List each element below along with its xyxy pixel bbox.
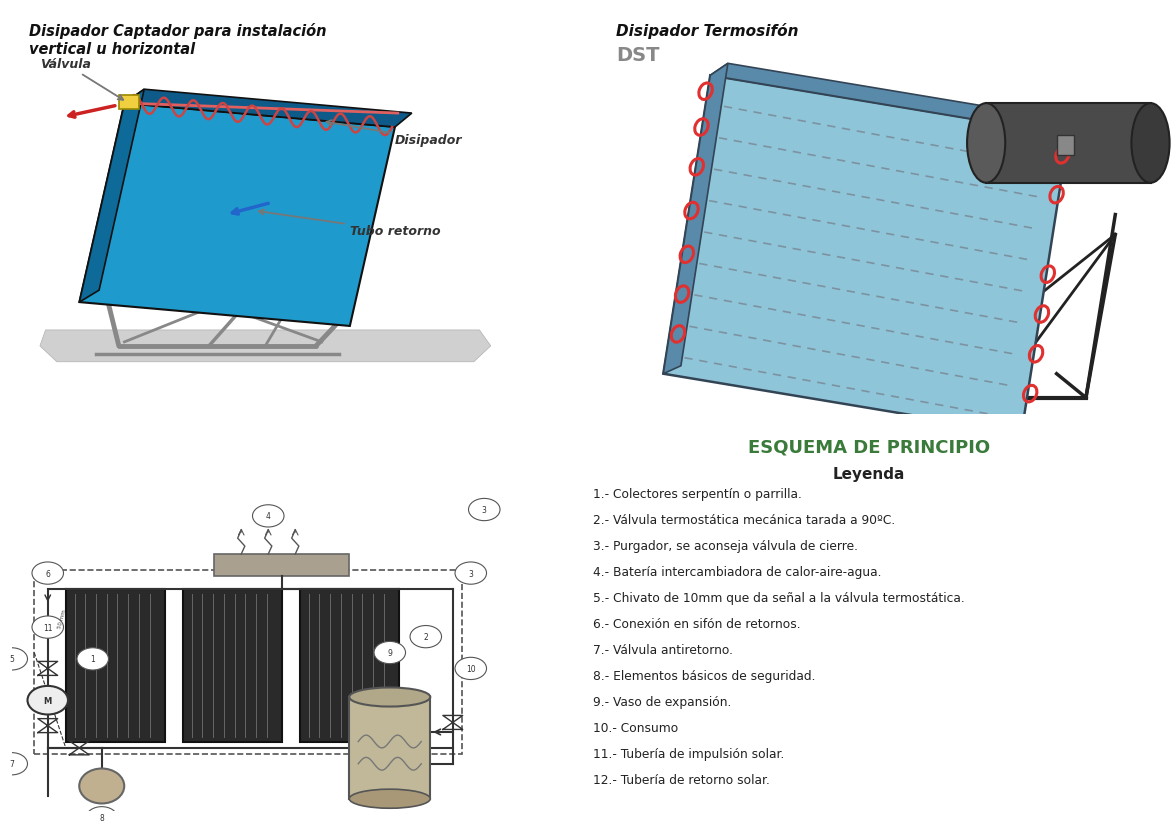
Text: Disipador: Disipador bbox=[326, 121, 463, 147]
Text: 9: 9 bbox=[387, 648, 392, 657]
Circle shape bbox=[27, 686, 68, 715]
Text: 3: 3 bbox=[481, 505, 487, 514]
Circle shape bbox=[456, 562, 486, 585]
Ellipse shape bbox=[350, 789, 431, 808]
Text: 4.- Batería intercambiadora de calor-aire-agua.: 4.- Batería intercambiadora de calor-air… bbox=[593, 566, 882, 579]
Ellipse shape bbox=[350, 687, 431, 707]
Bar bbox=[119, 96, 139, 110]
Circle shape bbox=[410, 626, 441, 648]
Circle shape bbox=[0, 753, 27, 775]
Ellipse shape bbox=[80, 768, 124, 803]
Circle shape bbox=[32, 562, 63, 585]
Text: 2: 2 bbox=[424, 633, 429, 642]
Text: 8: 8 bbox=[100, 813, 104, 822]
Text: 10: 10 bbox=[466, 664, 475, 673]
Text: Válvula: Válvula bbox=[40, 58, 123, 101]
Polygon shape bbox=[663, 76, 1068, 434]
Circle shape bbox=[468, 498, 500, 521]
Bar bbox=[350, 697, 431, 799]
Polygon shape bbox=[80, 104, 394, 326]
Text: M: M bbox=[43, 696, 52, 705]
Polygon shape bbox=[80, 90, 144, 303]
Bar bbox=[183, 590, 282, 742]
Text: 2.- Válvula termostática mecánica tarada a 90ºC.: 2.- Válvula termostática mecánica tarada… bbox=[593, 513, 895, 527]
Circle shape bbox=[456, 657, 486, 680]
Text: 9.- Vaso de expansión.: 9.- Vaso de expansión. bbox=[593, 695, 731, 708]
Text: 8.- Elementos básicos de seguridad.: 8.- Elementos básicos de seguridad. bbox=[593, 669, 816, 682]
Bar bbox=[34, 570, 461, 754]
Circle shape bbox=[375, 642, 405, 664]
Circle shape bbox=[252, 505, 284, 527]
Text: 4: 4 bbox=[265, 512, 271, 521]
Bar bbox=[215, 555, 350, 576]
Text: DST: DST bbox=[616, 46, 660, 65]
Polygon shape bbox=[663, 65, 728, 374]
Bar bbox=[299, 590, 399, 742]
Text: 7: 7 bbox=[9, 759, 14, 768]
Text: Tubo retorno: Tubo retorno bbox=[258, 210, 440, 238]
Text: Disipador Captador para instalación: Disipador Captador para instalación bbox=[28, 22, 326, 39]
Text: 10.- Consumo: 10.- Consumo bbox=[593, 721, 679, 734]
Text: 5: 5 bbox=[9, 655, 14, 663]
Text: 11.- Tubería de impulsión solar.: 11.- Tubería de impulsión solar. bbox=[593, 747, 784, 759]
Circle shape bbox=[0, 648, 27, 670]
Polygon shape bbox=[124, 90, 412, 128]
Text: 1.- Colectores serpentín o parrilla.: 1.- Colectores serpentín o parrilla. bbox=[593, 488, 802, 501]
Polygon shape bbox=[40, 330, 491, 363]
Text: 50 mm: 50 mm bbox=[56, 608, 67, 628]
Bar bbox=[66, 590, 164, 742]
Circle shape bbox=[86, 806, 117, 828]
Text: 7.- Válvula antiretorno.: 7.- Válvula antiretorno. bbox=[593, 643, 733, 656]
Text: vertical u horizontal: vertical u horizontal bbox=[28, 42, 195, 57]
Bar bbox=[1057, 136, 1074, 156]
Circle shape bbox=[77, 648, 108, 670]
Ellipse shape bbox=[967, 104, 1005, 184]
Text: 12.- Tubería de retorno solar.: 12.- Tubería de retorno solar. bbox=[593, 773, 770, 786]
Text: 11: 11 bbox=[43, 623, 53, 632]
Text: ESQUEMA DE PRINCIPIO: ESQUEMA DE PRINCIPIO bbox=[748, 438, 990, 456]
Circle shape bbox=[32, 616, 63, 638]
Text: Disipador Termosifón: Disipador Termosifón bbox=[616, 22, 798, 39]
Polygon shape bbox=[710, 65, 1086, 136]
Text: 3: 3 bbox=[468, 569, 473, 578]
Text: 6: 6 bbox=[46, 569, 50, 578]
Text: 1: 1 bbox=[90, 655, 95, 663]
Text: 3.- Purgador, se aconseja válvula de cierre.: 3.- Purgador, se aconseja válvula de cie… bbox=[593, 540, 858, 552]
Text: Leyenda: Leyenda bbox=[832, 467, 905, 482]
Text: 5.- Chivato de 10mm que da señal a la válvula termostática.: 5.- Chivato de 10mm que da señal a la vá… bbox=[593, 591, 965, 604]
Text: 6.- Conexión en sifón de retornos.: 6.- Conexión en sifón de retornos. bbox=[593, 617, 801, 630]
Bar bbox=[986, 104, 1151, 184]
Ellipse shape bbox=[1132, 104, 1169, 184]
